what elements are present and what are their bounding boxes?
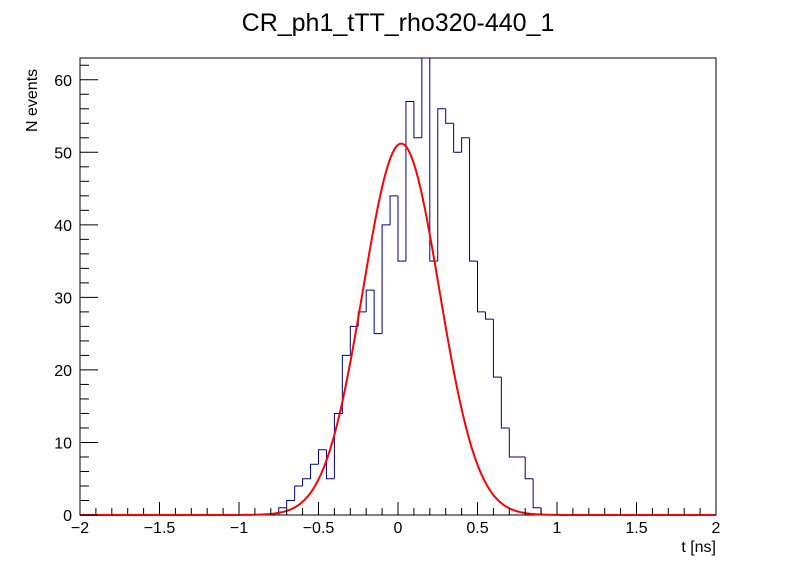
histogram-bin <box>286 499 295 508</box>
histogram-bin <box>445 108 454 124</box>
histogram-bin <box>381 224 391 334</box>
histogram-bin <box>500 377 510 429</box>
histogram-bin <box>484 311 494 320</box>
histogram-bin <box>373 290 383 335</box>
histogram-bin <box>294 485 303 501</box>
y-tick-label: 0 <box>63 508 72 525</box>
y-axis-label: N events <box>24 69 41 132</box>
histogram-bin <box>365 289 375 312</box>
histogram-bin <box>524 456 534 480</box>
x-tick-label: 0 <box>394 520 403 537</box>
histogram-bin <box>437 108 446 262</box>
histogram-bin <box>389 195 398 225</box>
histogram-bin <box>492 319 502 378</box>
histogram-bin <box>405 101 414 262</box>
x-axis: −2 −1.5 −1 −0.5 0 0.5 1 1.5 2 <box>71 502 721 537</box>
histogram-bin <box>421 57 430 138</box>
x-tick-label: −1.5 <box>144 520 176 537</box>
chart-title: CR_ph1_tTT_rho320-440_1 <box>242 9 555 37</box>
histogram-bin <box>429 58 438 262</box>
y-axis: 0 10 20 30 40 50 60 <box>54 64 98 525</box>
histogram-bars <box>278 57 542 515</box>
fit-curve-layer <box>80 142 716 516</box>
x-tick-label: 2 <box>712 520 721 537</box>
plot-frame <box>79 57 717 516</box>
histogram-bin <box>469 137 478 262</box>
y-tick-label: 50 <box>54 145 72 162</box>
histogram-bin <box>349 325 359 356</box>
histogram-bin <box>508 427 518 458</box>
y-tick-label: 10 <box>54 435 72 452</box>
histogram-bin <box>413 101 422 139</box>
histogram-bin <box>397 195 406 262</box>
histogram-bin <box>318 449 327 465</box>
y-tick-label: 30 <box>54 290 72 307</box>
histogram-bin <box>461 137 470 153</box>
y-tick-label: 40 <box>54 218 72 235</box>
x-axis-label: t [ns] <box>681 539 716 556</box>
y-tick-label: 20 <box>54 363 72 380</box>
x-tick-label: −0.5 <box>303 520 335 537</box>
fit-curve <box>80 142 716 516</box>
x-tick-label: 1.5 <box>625 520 647 537</box>
histogram-bin <box>302 478 311 486</box>
histogram-bin <box>341 354 351 414</box>
histogram-bin <box>310 463 319 479</box>
histogram-bin <box>532 478 542 509</box>
x-tick-label: 0.5 <box>466 520 488 537</box>
x-tick-label: −1 <box>230 520 248 537</box>
histogram-bin <box>453 123 462 153</box>
x-tick-label: −2 <box>71 520 89 537</box>
x-tick-label: 1 <box>553 520 562 537</box>
histogram-bin <box>477 261 486 313</box>
y-tick-label: 60 <box>54 73 72 90</box>
